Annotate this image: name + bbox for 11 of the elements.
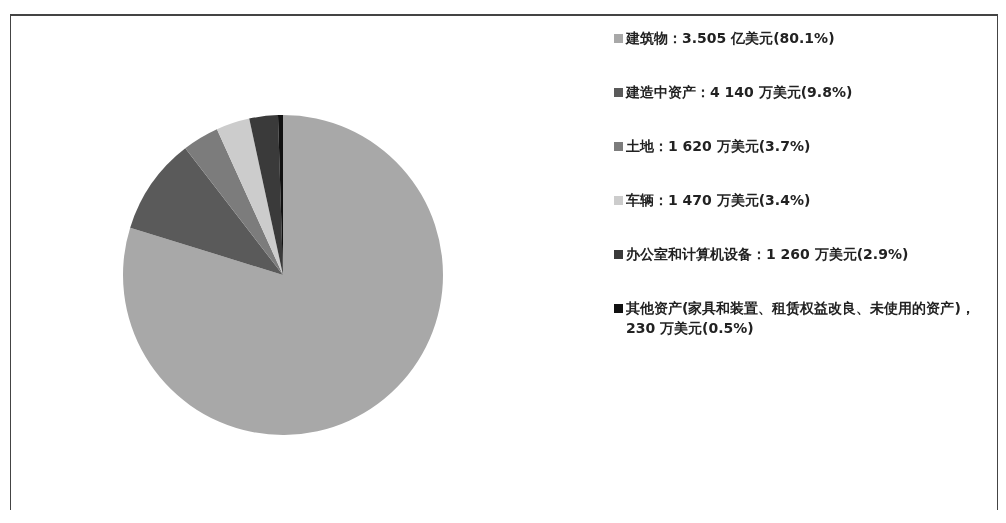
- legend-label: 其他资产(家具和装置、租赁权益改良、未使用的资产)，230 万美元(0.5%): [626, 299, 976, 338]
- pie-slice: [185, 129, 283, 275]
- legend-label: 土地：1 620 万美元(3.7%): [626, 137, 811, 156]
- legend-label: 建筑物：3.505 亿美元(80.1%): [626, 29, 835, 48]
- pie-slice: [130, 148, 283, 275]
- legend-label: 车辆：1 470 万美元(3.4%): [626, 191, 811, 210]
- legend-label: 办公室和计算机设备：1 260 万美元(2.9%): [626, 245, 909, 264]
- pie-slice: [123, 115, 443, 435]
- pie-slice: [216, 118, 283, 275]
- legend-label: 建造中资产：4 140 万美元(9.8%): [626, 83, 853, 102]
- pie-slice: [249, 115, 283, 275]
